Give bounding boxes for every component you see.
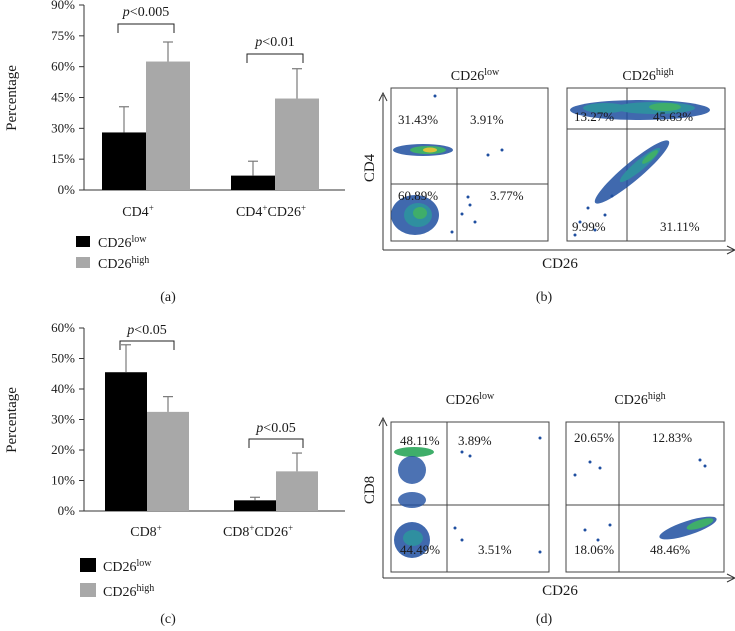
quadrant-ll: 18.06% <box>574 542 614 557</box>
flow-y-label-b: CD4 <box>362 153 378 182</box>
bar-low <box>105 372 147 511</box>
y-axis-ticks-c: 0% 10% 20% 30% 40% 50% 60% <box>51 320 84 518</box>
quadrant-lr: 3.77% <box>490 188 524 203</box>
legend-a: CD26low CD26high <box>76 234 149 272</box>
legend-swatch-high <box>80 583 96 597</box>
flow-x-label-b: CD26 <box>542 256 578 272</box>
category-label-a-2: CD4+CD26+ <box>236 203 306 220</box>
panel-c: 0%10%20%30%40%50%60% Percentage p<0.05p<… <box>4 320 345 627</box>
bars-c: p<0.05 p<0.05 <box>105 323 318 511</box>
bar-high <box>276 471 318 511</box>
bar-low <box>231 175 275 190</box>
flow-title-d-2: CD26high <box>614 391 665 408</box>
y-tick-label: 0% <box>58 503 76 518</box>
flow-frame <box>565 421 725 573</box>
y-tick-label: 90% <box>51 0 75 12</box>
legend-swatch-low <box>76 236 90 247</box>
legend-label-high: CD26high <box>98 255 149 272</box>
quadrant-ul: 48.11% <box>400 433 440 448</box>
significance-bracket <box>117 23 175 33</box>
flow-y-arrowhead-b <box>378 91 388 102</box>
significance-bracket <box>248 438 304 448</box>
quadrant-ul: 20.65% <box>574 430 614 445</box>
flow-y-label-d: CD8 <box>362 476 378 504</box>
category-label-a-1: CD4+ <box>122 203 154 220</box>
category-label-c-2: CD8+CD26+ <box>223 523 293 540</box>
y-tick-label: 45% <box>51 90 75 105</box>
bar-high <box>275 98 319 190</box>
flow-x-label-d: CD26 <box>542 583 578 599</box>
quadrant-ll: 9.99% <box>572 219 606 234</box>
quadrant-ll: 60.89% <box>398 188 438 203</box>
cell-population <box>573 458 717 542</box>
panel-b: CD26low CD26high CD4 CD26 (b) <box>362 67 735 305</box>
quadrant-ur: 12.83% <box>652 430 692 445</box>
flow-plot-b-1: 31.43% 3.91% 60.89% 3.77% <box>390 87 549 242</box>
panel-label-b: (b) <box>536 290 553 305</box>
legend-label-low: CD26low <box>98 234 147 251</box>
cell-population <box>394 436 542 558</box>
significance-bracket <box>246 53 304 63</box>
quadrant-ur: 3.89% <box>458 433 492 448</box>
legend-swatch-high <box>76 257 90 268</box>
y-tick-label: 40% <box>51 381 75 396</box>
y-tick-label: 60% <box>51 320 75 335</box>
legend-label-high: CD26high <box>103 583 154 600</box>
y-tick-label: 60% <box>51 59 75 74</box>
p-value-label: p<0.005 <box>122 5 169 20</box>
bar-high <box>147 411 189 511</box>
quadrant-lr: 31.11% <box>660 219 700 234</box>
y-tick-label: 30% <box>51 412 75 427</box>
quadrant-ul: 31.43% <box>398 112 438 127</box>
y-tick-label: 0% <box>58 182 76 197</box>
flow-title-d-1: CD26low <box>446 391 495 408</box>
category-label-c-1: CD8+ <box>130 523 162 540</box>
y-tick-label: 10% <box>51 473 75 488</box>
y-axis-label-a: Percentage <box>4 65 20 131</box>
panel-label-d: (d) <box>536 612 553 627</box>
panel-d: CD26low CD26high CD8 CD26 (d) 48.1 <box>362 391 735 627</box>
quadrant-ul: 13.27% <box>574 109 614 124</box>
y-tick-label: 20% <box>51 442 75 457</box>
quadrant-ur: 3.91% <box>470 112 504 127</box>
flow-x-arrowhead-d <box>726 573 735 583</box>
quadrant-lr: 48.46% <box>650 542 690 557</box>
legend-c: CD26low CD26high <box>80 558 154 600</box>
bar-high <box>146 61 190 191</box>
y-axis-label-c: Percentage <box>4 387 20 453</box>
flow-plot-d-1: 48.11% 3.89% 44.49% 3.51% <box>390 421 550 573</box>
y-tick-label: 50% <box>51 351 75 366</box>
bar-low <box>234 500 276 511</box>
y-tick-label: 30% <box>51 120 75 135</box>
panel-label-c: (c) <box>160 612 176 627</box>
quadrant-ll: 44.49% <box>400 542 440 557</box>
y-axis-ticks-a: 0% 15% 30% 45% 60% 75% 90% <box>51 0 84 197</box>
p-value-label: p<0.05 <box>126 323 166 338</box>
panel-label-a: (a) <box>160 290 176 305</box>
flow-plot-b-2: 13.27% 45.63% 9.99% 31.11% <box>566 87 726 242</box>
y-tick-label: 75% <box>51 28 75 43</box>
quadrant-lr: 3.51% <box>478 542 512 557</box>
cell-population <box>570 100 710 237</box>
y-tick-label: 15% <box>51 151 75 166</box>
flow-plot-d-2: 20.65% 12.83% 18.06% 48.46% <box>565 421 725 573</box>
p-value-label: p<0.05 <box>255 421 295 436</box>
legend-swatch-low <box>80 558 96 572</box>
quadrant-ur: 45.63% <box>653 109 693 124</box>
significance-bracket <box>119 340 175 350</box>
bars-a: p<0.005 p<0.01 <box>102 5 319 191</box>
flow-title-b-2: CD26high <box>622 67 673 84</box>
flow-y-arrowhead-d <box>378 416 388 427</box>
panel-a: 0%15%30%45%60%75%90% Percentage p<0.005p… <box>4 0 345 305</box>
legend-label-low: CD26low <box>103 558 152 575</box>
flow-title-b-1: CD26low <box>451 67 500 84</box>
cell-population <box>391 94 504 235</box>
bar-low <box>102 132 146 190</box>
p-value-label: p<0.01 <box>254 35 294 50</box>
flow-x-arrowhead-b <box>726 245 735 255</box>
